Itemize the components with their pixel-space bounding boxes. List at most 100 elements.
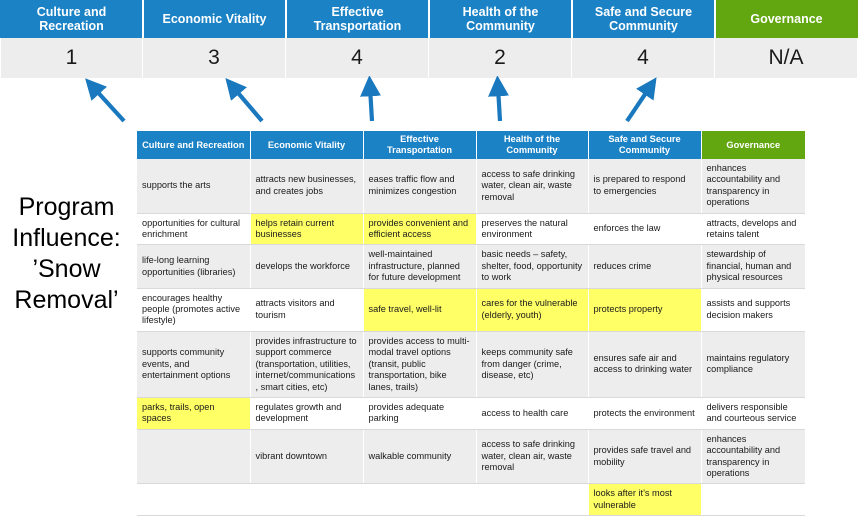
matrix-cell: ensures safe air and access to drinking … (588, 331, 702, 398)
matrix-header-effective-transportation: Effective Transportation (363, 131, 477, 159)
matrix-row: encourages healthy people (promotes acti… (137, 288, 805, 332)
matrix-header-economic-vitality: Economic Vitality (250, 131, 364, 159)
matrix-cell: life-long learning opportunities (librar… (137, 244, 251, 289)
priority-score-bar: Culture and Recreation 1 Economic Vitality… (0, 0, 859, 78)
matrix-cell: develops the workforce (250, 244, 364, 289)
matrix-cell: regulates growth and development (250, 397, 364, 430)
matrix-cell-highlighted: protects property (588, 288, 702, 332)
matrix-cell: attracts, develops and retains talent (701, 213, 805, 246)
scorebar-value: 4 (572, 38, 715, 78)
matrix-header-health-of-the-community: Health of the Community (476, 131, 589, 159)
matrix-row: supports the arts attracts new businesses… (137, 159, 805, 214)
scorebar-column-culture-and-recreation: Culture and Recreation 1 (0, 0, 143, 78)
matrix-cell-highlighted: basic needs – safety, shelter, food, opp… (476, 244, 589, 289)
matrix-header-row: Culture and Recreation Economic Vitality E… (137, 131, 805, 159)
arrow-health-of-the-community (488, 76, 510, 122)
scorebar-column-economic-vitality: Economic Vitality 3 (143, 0, 286, 78)
matrix-cell (137, 483, 251, 516)
matrix-cell: walkable community (363, 429, 477, 485)
arrow-safe-and-secure-community (625, 77, 657, 123)
matrix-row: vibrant downtown walkable community access… (137, 429, 805, 485)
matrix-cell: delivers responsible and courteous servi… (701, 397, 805, 430)
matrix-cell: enforces the law (588, 213, 702, 246)
influence-arrows-group (85, 76, 657, 123)
scorebar-label: Culture and Recreation (0, 0, 143, 38)
caption-line-3: ’Snow (32, 255, 101, 283)
arrow-economic-vitality (225, 78, 264, 123)
matrix-header-culture-and-recreation: Culture and Recreation (137, 131, 251, 159)
caption-line-4: Removal’ (14, 286, 119, 314)
scorebar-label: Safe and Secure Community (572, 0, 715, 38)
matrix-cell-highlighted: provides convenient and efficient access (363, 213, 477, 246)
scorebar-label: Health of the Community (429, 0, 572, 38)
community-outcomes-matrix: Culture and Recreation Economic Vitality E… (137, 131, 805, 516)
matrix-cell: protects the environment (588, 397, 702, 430)
arrow-culture-and-recreation (85, 78, 126, 123)
matrix-cell: stewardship of financial, human and phys… (701, 244, 805, 289)
matrix-cell: access to health care (476, 397, 589, 430)
matrix-cell: attracts new businesses, and creates job… (250, 159, 364, 214)
matrix-cell (137, 429, 251, 485)
matrix-cell: opportunities for cultural enrichment (137, 213, 251, 246)
matrix-cell: encourages healthy people (promotes acti… (137, 288, 251, 332)
matrix-cell: supports the arts (137, 159, 251, 214)
arrow-effective-transportation (360, 76, 382, 122)
scorebar-divider (714, 0, 716, 38)
scorebar-divider (285, 0, 287, 38)
matrix-cell-highlighted: keeps community safe from danger (crime,… (476, 331, 589, 398)
matrix-row: opportunities for cultural enrichment hel… (137, 213, 805, 246)
scorebar-value: 4 (286, 38, 429, 78)
matrix-cell: preserves the natural environment (476, 213, 589, 246)
matrix-header-safe-and-secure-community: Safe and Secure Community (588, 131, 702, 159)
caption-line-1: Program (18, 193, 115, 221)
matrix-cell: access to safe drinking water, clean air… (476, 159, 589, 214)
scorebar-label: Governance (715, 0, 858, 38)
matrix-cell-highlighted: looks after it’s most vulnerable (588, 483, 702, 516)
matrix-cell-highlighted: safe travel, well-lit (363, 288, 477, 332)
matrix-cell: enhances accountability and transparency… (701, 429, 805, 485)
matrix-cell-highlighted: eases traffic flow and minimizes congest… (363, 159, 477, 214)
scorebar-divider (571, 0, 573, 38)
matrix-body: supports the arts attracts new businesses… (137, 159, 805, 516)
matrix-header-governance: Governance (701, 131, 805, 159)
matrix-cell-highlighted: parks, trails, open spaces (137, 397, 251, 430)
matrix-cell: access to safe drinking water, clean air… (476, 429, 589, 485)
scorebar-value: 2 (429, 38, 572, 78)
matrix-cell (363, 483, 477, 516)
matrix-cell: vibrant downtown (250, 429, 364, 485)
scorebar-label: Economic Vitality (143, 0, 286, 38)
matrix-cell: attracts visitors and tourism (250, 288, 364, 332)
matrix-row: parks, trails, open spaces regulates grow… (137, 397, 805, 430)
scorebar-value: 3 (143, 38, 286, 78)
matrix-row: supports community events, and entertain… (137, 331, 805, 398)
scorebar-column-health-of-the-community: Health of the Community 2 (429, 0, 572, 78)
matrix-cell: maintains regulatory compliance (701, 331, 805, 398)
matrix-cell-highlighted: provides safe travel and mobility (588, 429, 702, 485)
matrix-cell: well-maintained infrastructure, planned … (363, 244, 477, 289)
matrix-row: looks after it’s most vulnerable (137, 483, 805, 516)
caption-line-2: Influence: (12, 224, 121, 252)
scorebar-column-effective-transportation: Effective Transportation 4 (286, 0, 429, 78)
matrix-cell: supports community events, and entertain… (137, 331, 251, 398)
matrix-cell (476, 483, 589, 516)
matrix-cell-highlighted: is prepared to respond to emergencies (588, 159, 702, 214)
program-influence-caption: Program Influence: ’Snow Removal’ (0, 192, 133, 316)
scorebar-column-governance: Governance N/A (715, 0, 858, 78)
matrix-cell (250, 483, 364, 516)
scorebar-label: Effective Transportation (286, 0, 429, 38)
matrix-cell: enhances accountability and transparency… (701, 159, 805, 214)
matrix-cell-highlighted: provides access to multi-modal travel op… (363, 331, 477, 398)
matrix-cell: assists and supports decision makers (701, 288, 805, 332)
matrix-cell (701, 483, 805, 516)
matrix-row: life-long learning opportunities (librar… (137, 244, 805, 289)
matrix-cell-highlighted: cares for the vulnerable (elderly, youth… (476, 288, 589, 332)
scorebar-column-safe-and-secure-community: Safe and Secure Community 4 (572, 0, 715, 78)
matrix-cell: reduces crime (588, 244, 702, 289)
scorebar-divider (142, 0, 144, 38)
matrix-cell-highlighted: helps retain current businesses (250, 213, 364, 246)
matrix-cell: provides adequate parking (363, 397, 477, 430)
scorebar-value: N/A (715, 38, 858, 78)
scorebar-value: 1 (0, 38, 143, 78)
scorebar-divider (428, 0, 430, 38)
matrix-cell-highlighted: provides infrastructure to support comme… (250, 331, 364, 398)
